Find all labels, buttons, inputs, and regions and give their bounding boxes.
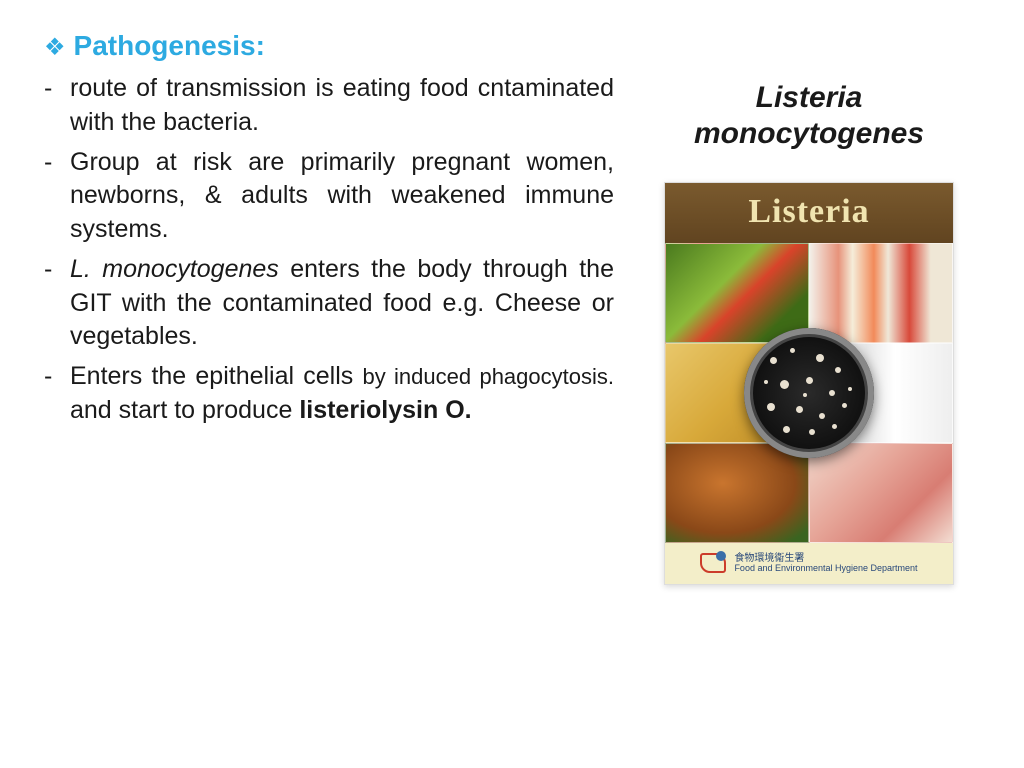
poster-cell-sushi <box>809 243 953 343</box>
dash-icon: - <box>44 146 70 247</box>
footer-text: 食物環境衞生署 Food and Environmental Hygiene D… <box>734 553 917 574</box>
bullet-text: route of transmission is eating food cnt… <box>70 72 614 140</box>
bullet-bold: listeriolysin O. <box>299 396 471 424</box>
footer-en: Food and Environmental Hygiene Departmen… <box>734 564 917 574</box>
bullet-text: Group at risk are primarily pregnant wom… <box>70 146 614 247</box>
bullet-small: by induced phagocytosis. <box>362 364 614 389</box>
list-item: - L. monocytogenes enters the body throu… <box>70 253 614 354</box>
heading-row: ❖ Pathogenesis: <box>44 30 614 62</box>
species-name: L. monocytogenes <box>70 255 279 283</box>
slide: ❖ Pathogenesis: - route of transmission … <box>0 0 1024 768</box>
dash-icon: - <box>44 253 70 354</box>
content-right: Listeria monocytogenes Listeria <box>644 30 974 738</box>
bullet-rest2: and start to produce <box>70 396 299 424</box>
content-left: ❖ Pathogenesis: - route of transmission … <box>70 30 644 738</box>
dept-logo-icon <box>700 553 726 573</box>
poster-footer: 食物環境衞生署 Food and Environmental Hygiene D… <box>665 543 953 584</box>
bullet-text: Enters the epithelial cells by induced p… <box>70 360 614 428</box>
poster-cell-turkey <box>665 443 809 543</box>
dash-icon: - <box>44 360 70 428</box>
bullet-text: L. monocytogenes enters the body through… <box>70 253 614 354</box>
poster-header: Listeria <box>665 183 953 243</box>
list-item: - Group at risk are primarily pregnant w… <box>70 146 614 247</box>
dash-icon: - <box>44 72 70 140</box>
slide-title: Listeria monocytogenes <box>644 80 974 152</box>
bullet-lead: Enters the epithelial cells <box>70 362 362 390</box>
list-item: - route of transmission is eating food c… <box>70 72 614 140</box>
poster-cell-salad <box>665 243 809 343</box>
list-item: - Enters the epithelial cells by induced… <box>70 360 614 428</box>
petri-dish-icon <box>744 328 874 458</box>
poster-grid <box>665 243 953 543</box>
diamond-bullet-icon: ❖ <box>44 33 66 62</box>
section-heading: Pathogenesis: <box>74 30 265 62</box>
listeria-poster: Listeria <box>664 182 954 585</box>
poster-cell-ham <box>809 443 953 543</box>
